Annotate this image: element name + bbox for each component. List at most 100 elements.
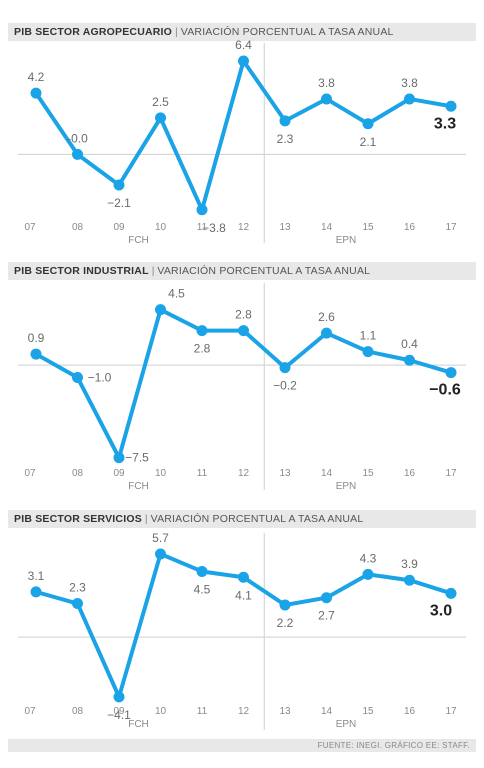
data-point [279, 599, 291, 611]
data-label: −4.1 [107, 708, 131, 722]
data-label: 4.3 [360, 551, 377, 565]
data-label: 4.5 [168, 287, 185, 301]
data-label: 3.8 [318, 76, 335, 90]
tick-label: 09 [113, 222, 125, 233]
tick-label: 13 [279, 468, 291, 479]
tick-label: 17 [445, 222, 457, 233]
data-point [321, 592, 332, 604]
data-label: 4.1 [235, 588, 252, 602]
line-chart-industrial: 0.9 −1.0 −7.5 4.5 2.8 2.8 −0.2 2.6 1.1 0.4 −0.6 07 0… [18, 283, 466, 492]
data-label: 3.9 [401, 557, 418, 571]
data-point [404, 93, 415, 105]
data-point [445, 367, 457, 379]
tick-label: 11 [197, 222, 208, 233]
chart-subtitle: VARIACIÓN PORCENTUAL A TASA ANUAL [150, 513, 364, 525]
data-label: 0.9 [28, 331, 45, 345]
tick-label: 14 [321, 222, 333, 233]
tick-label: 17 [445, 468, 457, 479]
tick-label: 16 [404, 706, 416, 717]
tick-label: 08 [72, 468, 84, 479]
line-chart-servicios: 3.1 2.3 −4.1 5.7 4.5 4.1 2.2 2.7 4.3 3.9 3.0 07 08 09… [18, 531, 466, 730]
data-label: 2.6 [318, 310, 335, 324]
data-point [279, 115, 291, 127]
tick-label: 13 [279, 706, 291, 717]
data-point [404, 354, 415, 366]
chart-header: PIB SECTOR SERVICIOS | VARIACIÓN PORCENTUA… [8, 510, 476, 528]
data-label: 0.4 [401, 337, 418, 351]
tick-label: 11 [197, 468, 208, 479]
period-label: EPN [336, 235, 357, 246]
data-label: 5.7 [152, 531, 169, 545]
tick-label: 10 [155, 468, 167, 479]
data-point [72, 372, 83, 383]
data-label: 2.3 [69, 581, 86, 595]
period-label: FCH [128, 481, 149, 492]
data-point [196, 325, 208, 337]
data-label: −0.2 [273, 379, 297, 393]
tick-label: 08 [72, 222, 84, 233]
data-label: 3.1 [28, 569, 45, 583]
tick-label: 12 [238, 222, 250, 233]
data-point [30, 348, 42, 360]
data-point [155, 112, 166, 124]
data-point [238, 571, 249, 583]
tick-label: 07 [24, 706, 36, 717]
tick-label: 10 [155, 706, 167, 717]
data-label: 3.0 [430, 602, 452, 619]
data-point [238, 55, 249, 67]
data-point [72, 148, 83, 160]
chart-title: PIB SECTOR INDUSTRIAL [14, 265, 149, 277]
data-point [30, 87, 42, 99]
chart-header: PIB SECTOR INDUSTRIAL | VARIACIÓN PORCENTU… [8, 262, 476, 280]
data-label: 6.4 [235, 38, 252, 52]
data-point [321, 93, 332, 105]
chart-servicios: PIB SECTOR SERVICIOS | VARIACIÓN PORCENTUA… [8, 510, 476, 730]
source-note: FUENTE: INEGI. GRÁFICO EE: STAFF. [8, 739, 476, 752]
data-label: 4.2 [28, 70, 45, 84]
data-label: 2.8 [235, 308, 252, 322]
tick-label: 07 [24, 468, 36, 479]
data-point [279, 362, 291, 374]
data-point [362, 118, 374, 130]
data-label: 2.8 [194, 342, 211, 356]
chart-title: PIB SECTOR AGROPECUARIO [14, 26, 173, 38]
data-label: −7.5 [125, 451, 149, 465]
data-label: 2.5 [152, 95, 169, 109]
data-point [238, 325, 249, 337]
tick-label: 12 [238, 468, 250, 479]
tick-label: 14 [321, 706, 333, 717]
data-label: -0.0 [67, 131, 88, 145]
chart-subtitle: VARIACIÓN PORCENTUAL A TASA ANUAL [157, 265, 371, 277]
tick-label: 16 [404, 468, 416, 479]
data-point [155, 304, 166, 316]
data-point [155, 548, 166, 560]
data-point [113, 452, 125, 464]
data-point [362, 346, 374, 358]
data-label: 2.1 [360, 135, 377, 149]
tick-label: 15 [362, 468, 374, 479]
data-label: −2.1 [107, 196, 131, 210]
tick-label: 09 [113, 468, 125, 479]
chart-title: PIB SECTOR SERVICIOS [14, 513, 142, 525]
data-label: 3.8 [401, 76, 418, 90]
tick-label: 15 [362, 706, 374, 717]
data-point [113, 691, 125, 703]
data-point [72, 598, 83, 610]
period-label: FCH [128, 235, 149, 246]
chart-agropecuario: PIB SECTOR AGROPECUARIO | VARIACIÓN PORCEN… [0, 0, 484, 250]
period-label: EPN [336, 481, 357, 492]
data-label: 1.1 [360, 329, 377, 343]
data-label: −0.6 [429, 382, 461, 399]
data-label: 3.3 [434, 115, 456, 132]
period-label: EPN [336, 719, 357, 730]
period-label: FCH [128, 719, 149, 730]
data-label: 2.2 [277, 616, 294, 630]
tick-label: 11 [197, 706, 208, 717]
tick-label: 07 [24, 222, 36, 233]
data-point [445, 587, 457, 599]
data-point [30, 586, 42, 598]
data-label: 2.7 [318, 609, 335, 623]
tick-label: 14 [321, 468, 333, 479]
tick-label: 10 [155, 222, 167, 233]
tick-label: 16 [404, 222, 416, 233]
